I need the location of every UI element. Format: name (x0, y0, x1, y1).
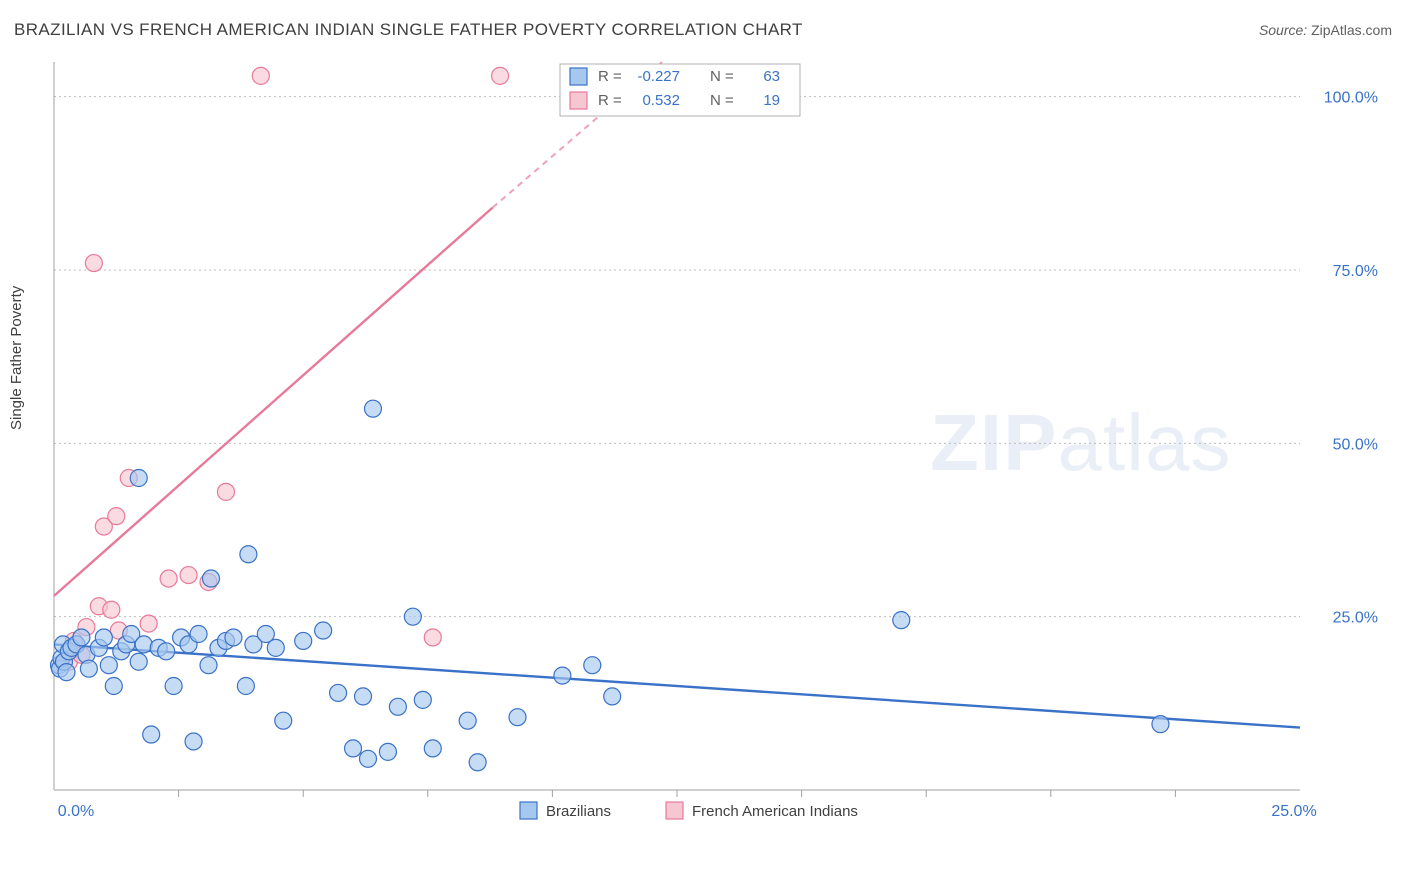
legend-label: Brazilians (546, 803, 611, 820)
data-point-brazilians (200, 657, 217, 674)
data-point-french-american-indians (85, 255, 102, 272)
stat-n-value: 63 (763, 68, 780, 85)
chart-source: Source: ZipAtlas.com (1259, 22, 1392, 38)
data-point-brazilians (1152, 716, 1169, 733)
watermark: ZIPatlas (930, 398, 1231, 487)
data-point-brazilians (404, 608, 421, 625)
data-point-brazilians (158, 643, 175, 660)
data-point-brazilians (225, 629, 242, 646)
data-point-brazilians (379, 743, 396, 760)
data-point-french-american-indians (492, 67, 509, 84)
x-tick-label: 0.0% (58, 803, 94, 820)
data-point-brazilians (359, 750, 376, 767)
data-point-brazilians (364, 400, 381, 417)
data-point-french-american-indians (103, 601, 120, 618)
data-point-brazilians (130, 653, 147, 670)
legend-swatch (666, 802, 683, 819)
data-point-brazilians (80, 660, 97, 677)
stat-n-label: N = (710, 68, 734, 85)
legend-swatch (520, 802, 537, 819)
data-point-brazilians (315, 622, 332, 639)
data-point-brazilians (345, 740, 362, 757)
stat-n-value: 19 (763, 92, 780, 109)
data-point-brazilians (424, 740, 441, 757)
legend-swatch (570, 68, 587, 85)
data-point-brazilians (130, 470, 147, 487)
y-tick-label: 100.0% (1324, 90, 1378, 107)
data-point-brazilians (509, 709, 526, 726)
data-point-brazilians (584, 657, 601, 674)
scatter-chart: ZIPatlas 25.0% 50.0% 75.0% 100.0% 0.0% 25.0% R … (50, 50, 1380, 830)
y-axis-label: Single Father Poverty (8, 286, 25, 430)
data-point-brazilians (414, 691, 431, 708)
data-point-brazilians (185, 733, 202, 750)
data-point-brazilians (95, 629, 112, 646)
y-tick-label: 50.0% (1333, 436, 1378, 453)
data-point-brazilians (100, 657, 117, 674)
data-point-brazilians (105, 678, 122, 695)
data-point-brazilians (73, 629, 90, 646)
data-point-french-american-indians (424, 629, 441, 646)
stat-r-label: R = (598, 92, 622, 109)
data-point-french-american-indians (160, 570, 177, 587)
stat-n-label: N = (710, 92, 734, 109)
data-point-brazilians (202, 570, 219, 587)
legend-label: French American Indians (692, 803, 858, 820)
data-point-brazilians (554, 667, 571, 684)
data-point-brazilians (267, 639, 284, 656)
data-point-brazilians (469, 754, 486, 771)
chart-title: BRAZILIAN VS FRENCH AMERICAN INDIAN SING… (14, 20, 803, 40)
data-point-brazilians (240, 546, 257, 563)
data-point-french-american-indians (140, 615, 157, 632)
data-point-french-american-indians (252, 67, 269, 84)
trend-line-french-american-indians (54, 208, 493, 596)
data-point-french-american-indians (217, 483, 234, 500)
source-name: ZipAtlas.com (1311, 22, 1392, 38)
data-point-brazilians (389, 698, 406, 715)
legend-swatch (570, 92, 587, 109)
x-tick-label: 25.0% (1271, 803, 1316, 820)
data-point-brazilians (330, 684, 347, 701)
data-point-brazilians (190, 626, 207, 643)
data-point-french-american-indians (108, 508, 125, 525)
data-point-brazilians (893, 612, 910, 629)
data-point-brazilians (58, 664, 75, 681)
data-point-brazilians (604, 688, 621, 705)
data-point-brazilians (275, 712, 292, 729)
data-point-brazilians (135, 636, 152, 653)
data-point-brazilians (143, 726, 160, 743)
stat-r-value: 0.532 (642, 92, 680, 109)
data-point-brazilians (459, 712, 476, 729)
data-point-brazilians (165, 678, 182, 695)
y-tick-label: 75.0% (1333, 263, 1378, 280)
source-label: Source: (1259, 22, 1307, 38)
data-point-brazilians (237, 678, 254, 695)
stat-r-label: R = (598, 68, 622, 85)
y-tick-label: 25.0% (1333, 610, 1378, 627)
stat-r-value: -0.227 (637, 68, 680, 85)
data-point-brazilians (355, 688, 372, 705)
data-point-french-american-indians (180, 567, 197, 584)
data-point-brazilians (295, 632, 312, 649)
